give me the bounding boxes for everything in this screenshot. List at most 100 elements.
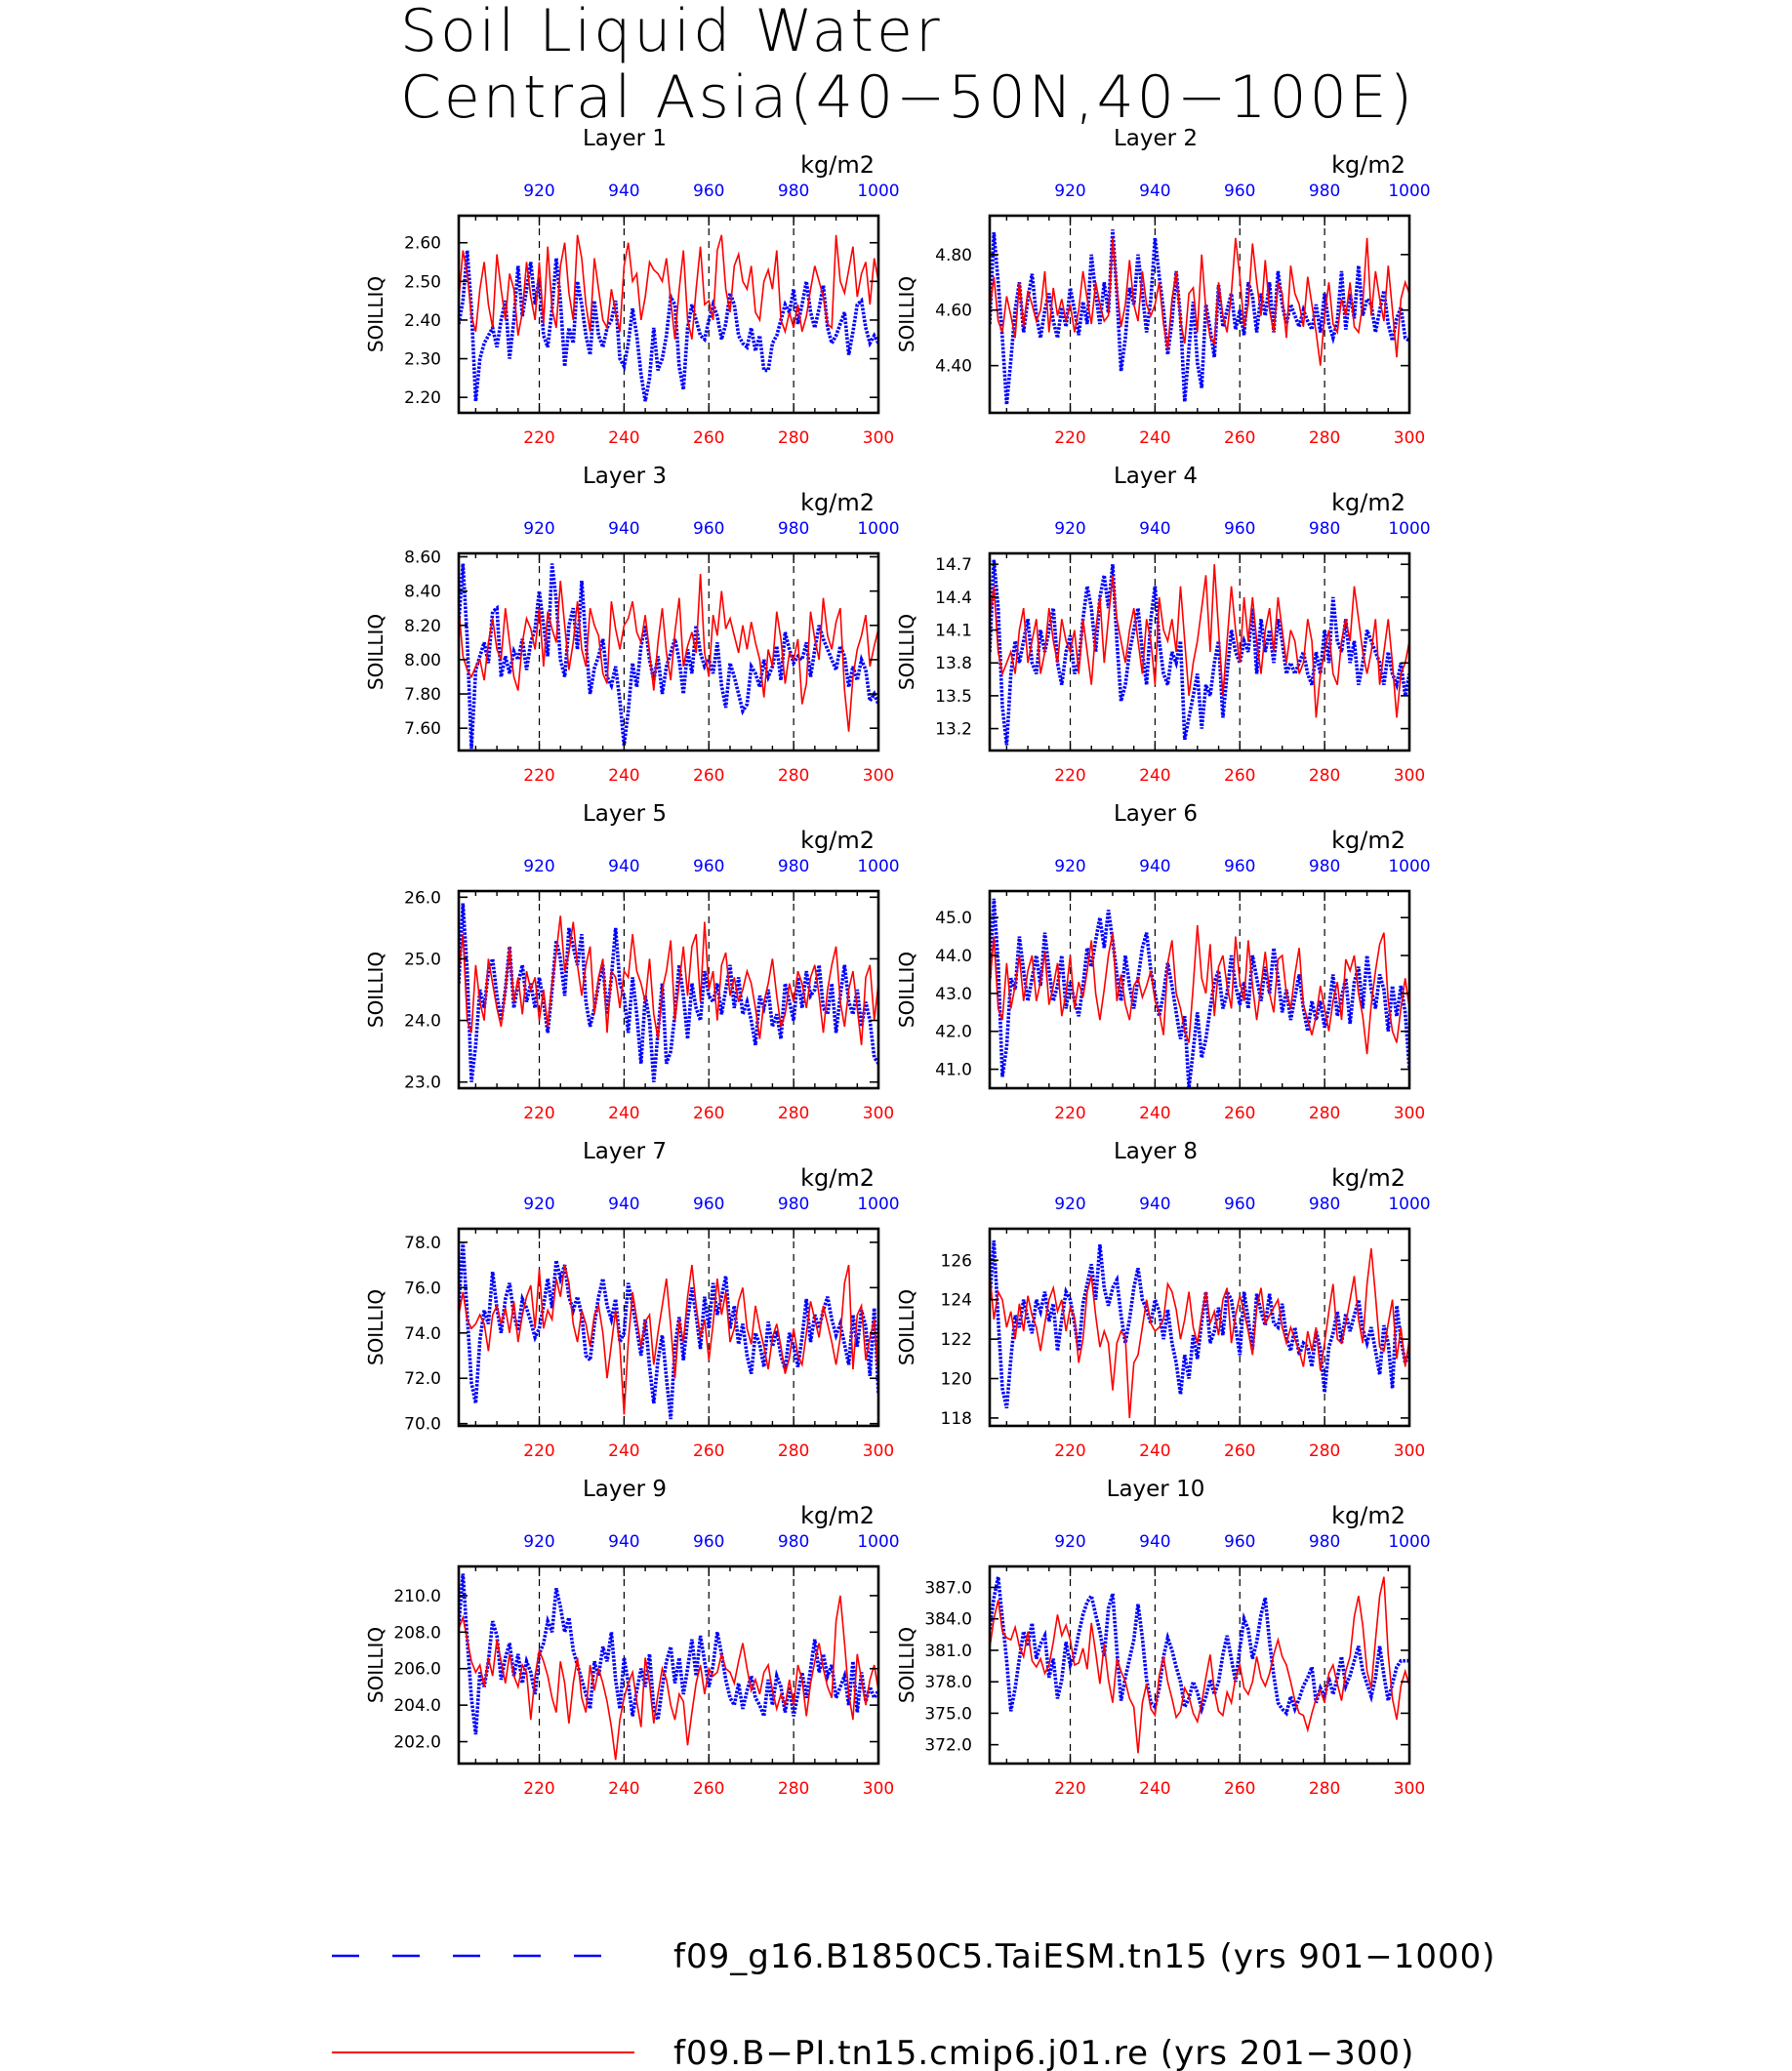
y-tick-label: 378.0 [924,1673,972,1692]
panel-title: Layer 4 [1114,464,1198,489]
y-tick-label: 375.0 [924,1704,972,1724]
x-bottom-tick-label: 220 [1054,1779,1085,1799]
x-top-tick-label: 920 [1054,1195,1085,1214]
y-tick-label: 118 [941,1409,972,1429]
y-tick-label: 13.5 [935,687,972,707]
chart-title-line-2: Central Asia(40−50N,40−100E) [400,63,1415,132]
y-tick-label: 14.7 [935,555,972,575]
x-bottom-tick-label: 240 [1139,1442,1170,1461]
x-top-tick-label: 1000 [857,857,899,876]
y-tick-label: 14.1 [935,622,972,641]
series-line-red [990,1576,1409,1754]
series-line-blue [990,229,1409,405]
y-tick-label: 14.4 [935,589,972,608]
x-top-tick-label: 1000 [857,519,899,539]
x-bottom-tick-label: 280 [778,428,809,448]
units-label: kg/m2 [1331,489,1405,516]
series-group [990,229,1409,405]
x-bottom-tick-label: 280 [1309,428,1340,448]
units-label: kg/m2 [1331,1502,1405,1529]
series-line-red [459,234,878,340]
y-tick-label: 4.40 [935,357,972,377]
x-top-tick-label: 940 [608,182,639,201]
x-bottom-tick-label: 280 [1309,1442,1340,1461]
x-bottom-tick-label: 260 [693,1779,724,1799]
x-bottom-tick-label: 280 [778,1442,809,1461]
y-axis-label: SOILLIQ [364,614,387,690]
series-line-blue [990,1239,1409,1409]
series-line-blue [990,559,1409,746]
x-bottom-tick-label: 260 [1224,1779,1255,1799]
x-bottom-tick-label: 280 [778,1779,809,1799]
y-tick-label: 4.80 [935,246,972,265]
series-line-blue [459,563,878,750]
x-top-tick-label: 940 [1139,857,1170,876]
y-tick-label: 7.80 [404,685,441,705]
x-bottom-tick-label: 300 [1394,428,1425,448]
x-bottom-tick-label: 300 [863,1442,894,1461]
series-group [990,1576,1409,1754]
x-bottom-tick-label: 240 [1139,766,1170,786]
y-axis-label: SOILLIQ [895,1627,918,1703]
x-bottom-tick-label: 220 [1054,766,1085,786]
plot-frame [457,551,880,752]
x-top-tick-label: 940 [1139,1195,1170,1214]
plot-frame [457,214,880,415]
x-top-tick-label: 1000 [857,182,899,201]
x-top-tick-label: 1000 [1388,857,1430,876]
units-label: kg/m2 [1331,827,1405,854]
x-top-tick-label: 960 [693,1195,724,1214]
series-line-blue [990,1576,1409,1717]
x-bottom-tick-label: 260 [693,428,724,448]
x-top-tick-label: 940 [608,519,639,539]
x-bottom-tick-label: 240 [608,766,639,786]
y-tick-label: 13.8 [935,654,972,673]
y-tick-label: 204.0 [393,1696,441,1716]
y-tick-label: 126 [941,1251,972,1271]
y-tick-label: 44.0 [935,947,972,966]
x-top-tick-label: 980 [1309,182,1340,201]
x-bottom-tick-label: 300 [863,428,894,448]
series-line-red [990,924,1409,1055]
x-top-tick-label: 960 [693,1532,724,1552]
series-group [990,898,1409,1088]
panel-6: Layer 6 kg/m2 41.0 42.0 43.0 44.0 45.0 220 240 26… [895,801,1431,1123]
plot-frame [457,1227,880,1428]
y-tick-label: 24.0 [404,1012,441,1032]
units-label: kg/m2 [800,489,875,516]
panel-title: Layer 5 [583,801,667,827]
x-top-tick-label: 980 [778,1195,809,1214]
y-tick-label: 206.0 [393,1660,441,1680]
units-label: kg/m2 [1331,151,1405,179]
x-bottom-tick-label: 280 [1309,766,1340,786]
panel-10: Layer 10 kg/m2 372.0 375.0 378.0 381.0 384.0 38… [895,1477,1431,1799]
series-line-blue [990,898,1409,1088]
x-top-tick-label: 960 [1224,1195,1255,1214]
y-tick-label: 26.0 [404,888,441,908]
x-top-tick-label: 940 [608,857,639,876]
x-top-tick-label: 960 [693,519,724,539]
x-bottom-tick-label: 240 [608,1104,639,1123]
x-top-tick-label: 920 [1054,1532,1085,1552]
panels-group: Layer 1 kg/m2 2.20 2.30 2.40 2.50 2.60 220 240 26… [364,126,1431,1799]
panel-4: Layer 4 kg/m2 13.2 13.5 13.8 14.1 14.4 14.7 220 2… [895,464,1431,786]
x-bottom-tick-label: 240 [1139,428,1170,448]
x-top-tick-label: 980 [778,857,809,876]
y-tick-label: 208.0 [393,1623,441,1643]
x-top-tick-label: 940 [1139,519,1170,539]
panel-title: Layer 6 [1114,801,1198,827]
y-tick-label: 23.0 [404,1074,441,1093]
x-bottom-tick-label: 260 [693,1104,724,1123]
y-tick-label: 124 [941,1291,972,1311]
x-top-tick-label: 1000 [857,1195,899,1214]
y-tick-label: 8.00 [404,651,441,670]
y-tick-label: 76.0 [404,1279,441,1298]
y-tick-label: 4.60 [935,302,972,321]
y-tick-label: 202.0 [393,1733,441,1753]
y-tick-label: 8.20 [404,617,441,636]
panel-8: Layer 8 kg/m2 118 120 122 124 126 220 240 260 280 3… [895,1139,1431,1461]
series-line-red [459,915,878,1045]
series-line-red [990,237,1409,366]
x-bottom-tick-label: 300 [1394,766,1425,786]
series-group [990,1239,1409,1418]
